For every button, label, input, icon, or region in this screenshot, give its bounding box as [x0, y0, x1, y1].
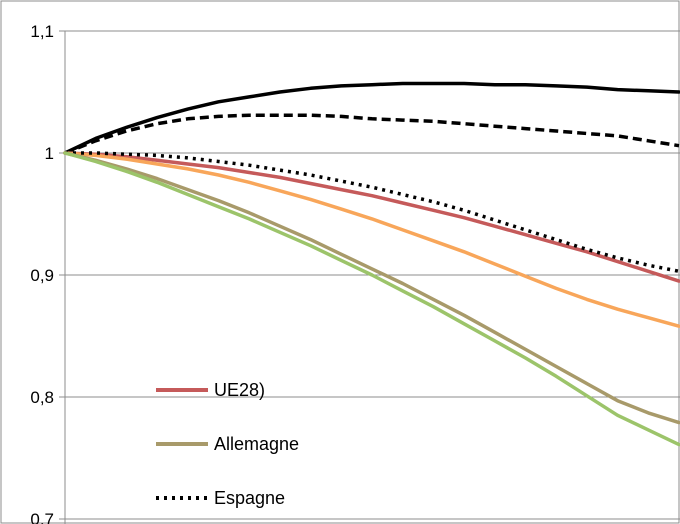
series-line-6 — [63, 151, 680, 447]
series-line-2 — [63, 151, 680, 283]
y-tick-label-3: 0,8 — [30, 388, 54, 407]
series-line-0 — [63, 81, 680, 155]
series-line-5 — [63, 151, 680, 425]
legend-label-1: Allemagne — [214, 434, 299, 454]
legend: UE28) Allemagne Espagne — [156, 380, 299, 508]
y-axis: 1,1 1 0,9 0,8 0,7 — [30, 22, 66, 524]
y-tick-label-2: 0,9 — [30, 266, 54, 285]
series-line-4 — [65, 151, 680, 274]
y-tick-label-1: 1 — [45, 144, 54, 163]
legend-label-2: Espagne — [214, 488, 285, 508]
series-line-3 — [63, 151, 680, 328]
legend-label-0: UE28) — [214, 380, 265, 400]
series-lines — [63, 81, 680, 447]
y-tick-label-4: 0,7 — [30, 510, 54, 524]
y-tick-label-0: 1,1 — [30, 22, 54, 41]
series-line-1 — [64, 113, 680, 155]
